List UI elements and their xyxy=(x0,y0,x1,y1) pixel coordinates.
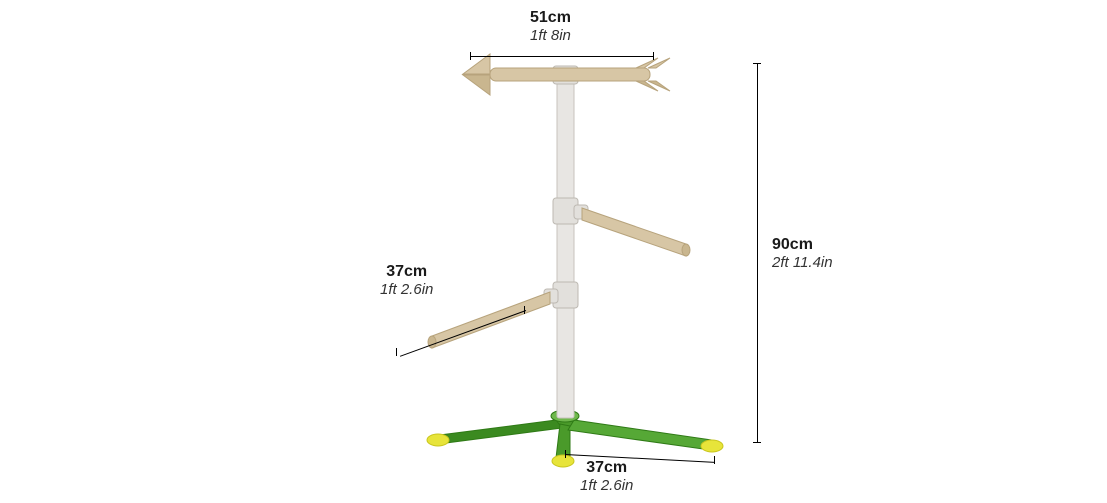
dim-tick xyxy=(524,306,525,314)
dim-ft: 2ft 11.4in xyxy=(772,254,833,272)
dim-cm: 90cm xyxy=(772,235,833,254)
dim-cm: 51cm xyxy=(530,8,571,27)
pole xyxy=(557,74,574,418)
dim-ft: 1ft 2.6in xyxy=(580,477,633,495)
product-illustration xyxy=(330,30,830,490)
dim-label-height: 90cm 2ft 11.4in xyxy=(772,235,833,272)
dim-cm: 37cm xyxy=(380,262,433,281)
dim-line-height xyxy=(757,63,758,443)
dim-label-perch: 37cm 1ft 2.6in xyxy=(380,262,433,299)
dim-tick xyxy=(714,456,715,464)
dim-tick xyxy=(470,52,471,60)
dim-tick xyxy=(753,63,761,64)
dim-tick xyxy=(396,348,397,356)
diagram-canvas: 51cm 1ft 8in 37cm 1ft 2.6in 90cm 2ft 11.… xyxy=(0,0,1107,503)
dim-label-top: 51cm 1ft 8in xyxy=(530,8,571,45)
dim-tick xyxy=(565,450,566,458)
dim-ft: 1ft 2.6in xyxy=(380,281,433,299)
dim-tick xyxy=(653,52,654,60)
base xyxy=(427,410,723,467)
dim-label-base: 37cm 1ft 2.6in xyxy=(580,458,633,495)
dim-cm: 37cm xyxy=(580,458,633,477)
dim-tick xyxy=(753,442,761,443)
dim-line-top xyxy=(470,56,654,57)
dim-ft: 1ft 8in xyxy=(530,27,571,45)
